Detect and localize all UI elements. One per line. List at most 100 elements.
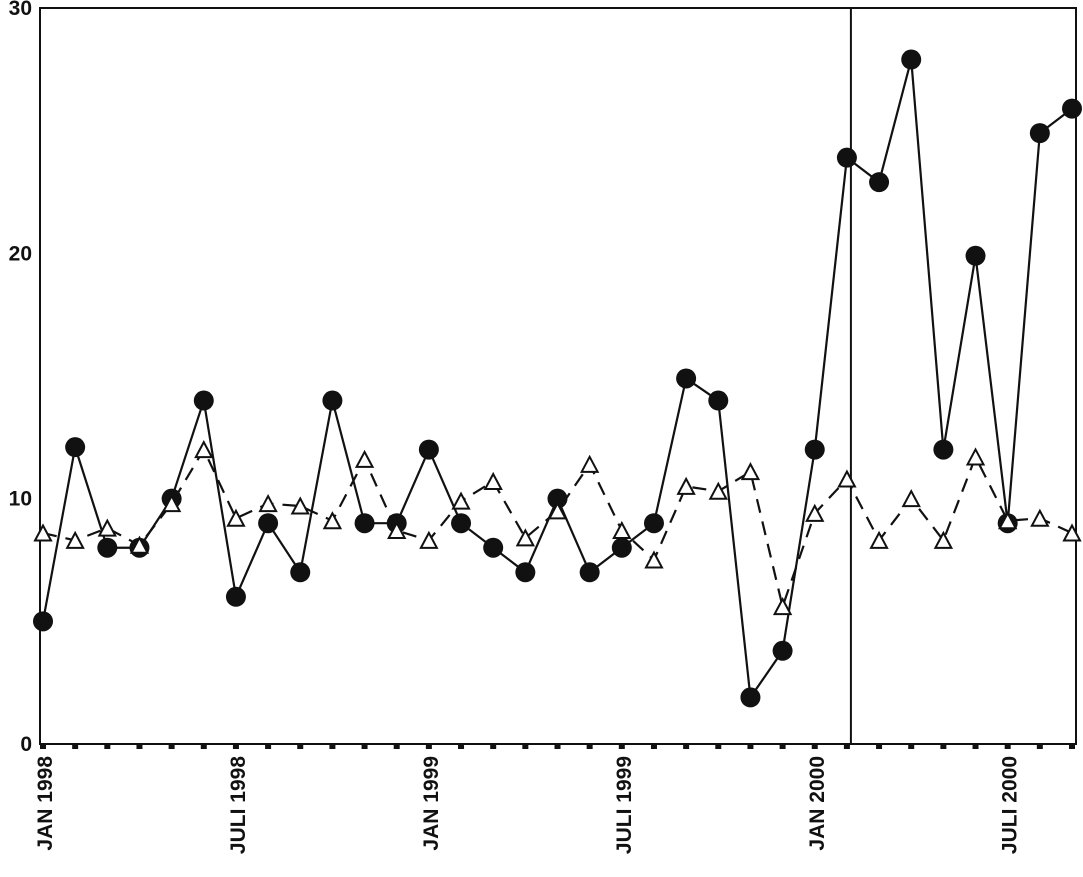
x-tick-mark (1004, 743, 1011, 749)
x-tick-marks (40, 743, 1075, 749)
data-point-circle (708, 390, 729, 411)
data-point-circle (322, 390, 343, 411)
x-tick-mark (40, 743, 46, 749)
data-point-circle (1029, 123, 1050, 144)
data-point-circle (965, 245, 986, 266)
data-point-triangle (354, 449, 375, 468)
data-point-triangle (644, 550, 664, 569)
plot-area-frame (39, 7, 1077, 745)
x-tick-mark (200, 743, 207, 749)
data-point-triangle (1062, 523, 1082, 542)
x-tick-label: JULI 1999 (613, 756, 636, 854)
x-tick-mark (972, 743, 979, 749)
x-tick-mark (876, 743, 883, 749)
x-tick-mark (940, 743, 947, 749)
data-point-circle (354, 513, 375, 534)
data-point-circle (418, 439, 439, 460)
x-tick-label: JULI 2000 (999, 756, 1022, 854)
y-tick-label: 20 (9, 242, 32, 265)
x-tick-mark (393, 743, 400, 749)
data-point-triangle (258, 493, 278, 513)
data-point-circle (515, 562, 536, 583)
x-tick-mark (361, 743, 368, 749)
x-tick-mark (425, 743, 432, 749)
data-point-triangle (837, 469, 857, 488)
data-point-circle (193, 390, 214, 411)
data-point-circle (740, 687, 761, 708)
data-point-circle (836, 147, 857, 168)
data-point-triangle (129, 535, 150, 554)
series-layer (33, 49, 1082, 708)
x-tick-mark (683, 743, 690, 749)
data-point-circle (579, 562, 600, 583)
data-point-circle (290, 562, 311, 583)
x-tick-mark (329, 743, 336, 749)
y-axis-ticks: 0 10 20 30 (9, 0, 32, 756)
x-tick-mark (1036, 743, 1043, 749)
data-point-triangle (322, 511, 343, 530)
x-tick-mark (522, 743, 529, 749)
series-line (41, 59, 1073, 701)
data-point-triangle (805, 503, 825, 522)
x-tick-mark (747, 743, 754, 749)
data-point-triangle (998, 511, 1018, 530)
data-point-circle (258, 513, 279, 534)
data-point-circle (676, 368, 697, 389)
x-tick-mark (297, 743, 304, 749)
x-tick-mark (72, 743, 79, 749)
data-point-triangle (933, 530, 954, 549)
data-point-triangle (419, 530, 439, 549)
x-tick-mark (136, 743, 143, 749)
data-point-triangle (451, 491, 471, 510)
x-tick-mark (265, 743, 272, 749)
data-point-triangle (483, 471, 503, 490)
data-point-triangle (579, 454, 600, 473)
data-point-triangle (65, 530, 85, 549)
data-point-triangle (740, 462, 761, 481)
x-tick-mark (554, 743, 561, 749)
data-point-triangle (1030, 508, 1050, 527)
x-tick-mark (586, 743, 593, 749)
x-tick-mark (168, 743, 175, 749)
y-tick-label: 10 (9, 488, 32, 511)
data-point-triangle (612, 520, 632, 540)
x-tick-mark (458, 743, 465, 749)
data-point-triangle (772, 596, 793, 616)
data-point-circle (225, 586, 246, 607)
data-point-triangle (194, 439, 214, 459)
data-point-circle (643, 513, 664, 534)
data-point-triangle (33, 523, 53, 542)
data-point-triangle (387, 520, 407, 540)
data-point-triangle (226, 508, 246, 527)
data-point-circle (451, 513, 472, 534)
x-tick-label: JAN 2000 (806, 756, 829, 851)
y-tick-label: 0 (20, 733, 32, 756)
data-point-triangle (869, 530, 889, 549)
x-tick-mark (490, 743, 497, 749)
data-point-circle (933, 439, 954, 460)
data-point-triangle (290, 496, 310, 515)
x-axis-ticks: JAN 1998 JULI 1998 JAN 1999 JULI 1999 JAN 20… (34, 756, 1022, 854)
data-point-circle (869, 172, 890, 193)
data-point-circle (483, 537, 504, 558)
x-tick-mark (843, 743, 850, 749)
x-tick-mark (811, 743, 818, 749)
data-point-triangle (515, 528, 536, 547)
data-point-triangle (161, 493, 182, 513)
data-point-triangle (901, 489, 921, 508)
data-point-circle (33, 611, 53, 632)
data-point-circle (804, 439, 825, 460)
x-tick-mark (104, 743, 111, 749)
y-tick-label: 30 (9, 0, 32, 20)
data-point-triangle (676, 476, 696, 495)
x-tick-mark (1069, 743, 1075, 749)
data-point-circle (772, 640, 793, 661)
series-line (42, 447, 1073, 611)
data-point-circle (1062, 98, 1082, 119)
data-point-triangle (97, 518, 117, 537)
x-tick-mark (779, 743, 786, 749)
data-point-circle (901, 49, 922, 70)
x-tick-mark (650, 743, 657, 749)
data-point-triangle (965, 447, 986, 466)
